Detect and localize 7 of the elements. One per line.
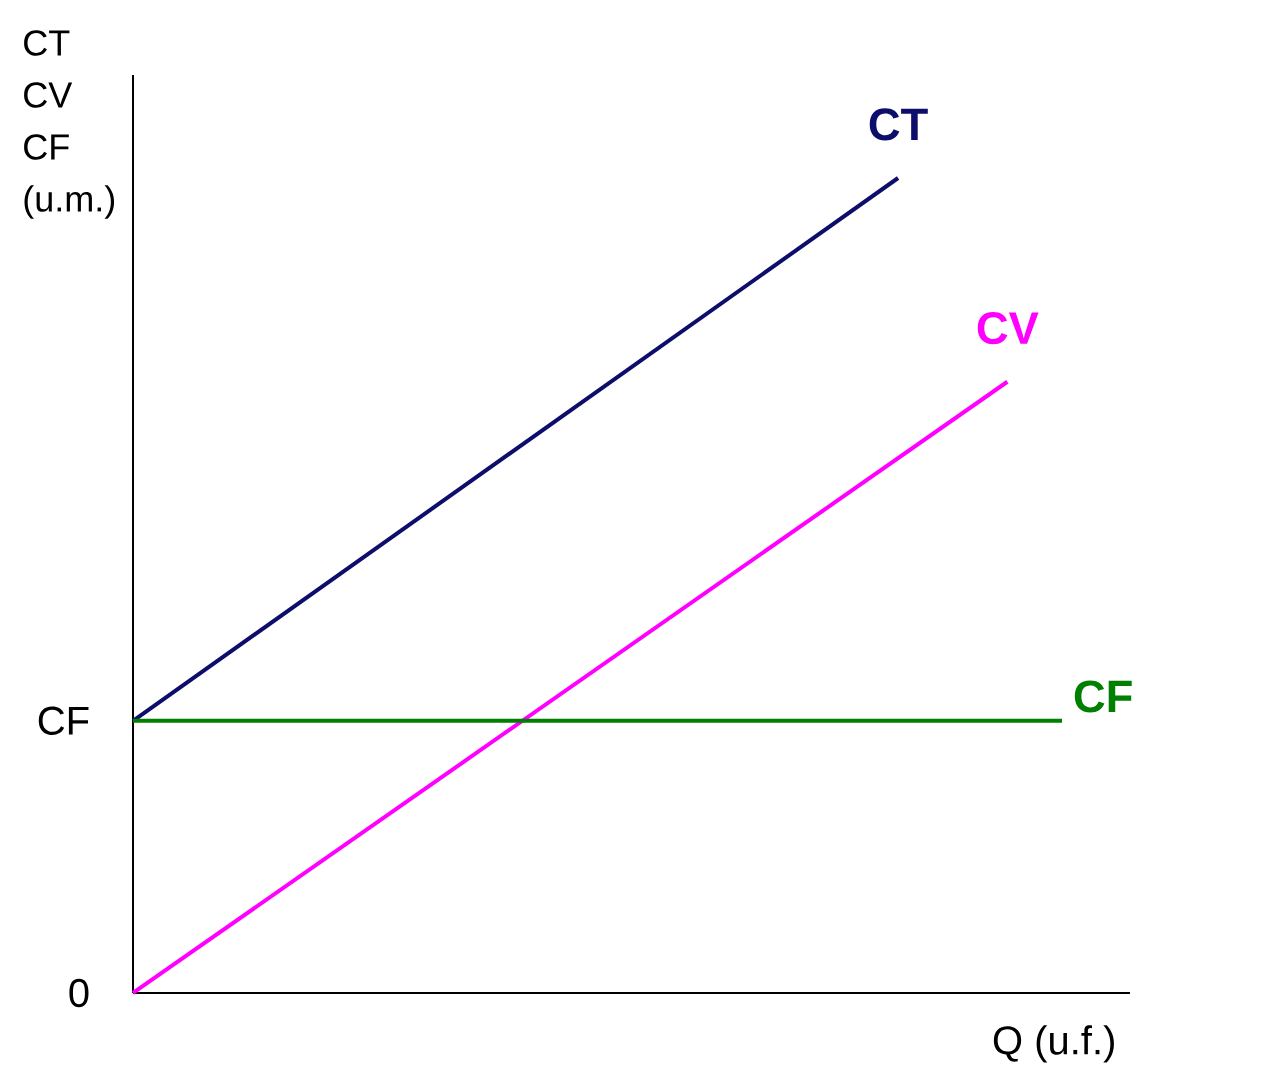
- series-label: CF: [1074, 680, 1132, 713]
- series-label: CV: [977, 312, 1039, 345]
- series-label: CT: [869, 108, 928, 141]
- text: CF: [38, 706, 89, 736]
- y-axis-title: CT CV CF (u.m.): [24, 30, 115, 219]
- x-axis-title: Q (u.f.): [993, 1025, 1114, 1063]
- text: 0: [69, 978, 89, 1008]
